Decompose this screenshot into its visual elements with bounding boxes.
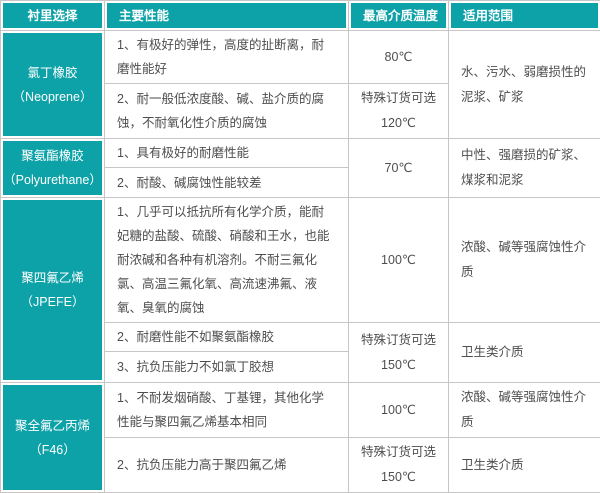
application-cell: 卫生类介质 (449, 438, 600, 493)
header-row: 衬里选择 主要性能 最高介质温度 适用范围 (1, 1, 600, 31)
temperature-cell: 100℃ (349, 198, 449, 323)
header-max-temperature: 最高介质温度 (349, 1, 449, 31)
header-lining: 衬里选择 (1, 1, 105, 31)
temperature-cell: 特殊订货可选 150℃ (349, 323, 449, 383)
header-performance-label: 主要性能 (119, 4, 169, 28)
table-row: 氯丁橡胶 （Neoprene） 1、有极好的弹性，高度的扯断离，耐磨性能好 80… (1, 31, 600, 84)
performance-cell: 1、具有极好的耐磨性能 (105, 139, 349, 168)
performance-cell: 2、耐一般低浓度酸、碱、盐介质的腐蚀，不耐氧化性介质的腐蚀 (105, 84, 349, 139)
performance-cell: 2、耐酸、碱腐蚀性能较差 (105, 168, 349, 198)
lining-cell-ptfe: 聚四氟乙烯 （JPEFE） (1, 198, 105, 383)
temperature-cell: 特殊订货可选 120℃ (349, 84, 449, 139)
lining-name: 氯丁橡胶 （Neoprene） (13, 61, 93, 109)
lining-name: 聚四氟乙烯 （JPEFE） (21, 266, 85, 314)
lining-name: 聚氨酯橡胶 （Polyurethane） (3, 144, 102, 192)
performance-cell: 1、几乎可以抵抗所有化学介质，能耐妃糖的盐酸、硫酸、硝酸和王水，也能耐浓碱和各种… (105, 198, 349, 323)
application-cell: 中性、强磨损的矿浆、煤浆和泥浆 (449, 139, 600, 198)
application-cell: 浓酸、碱等强腐蚀性介质 (449, 383, 600, 438)
table-row: 聚氨酯橡胶 （Polyurethane） 1、具有极好的耐磨性能 70℃ 中性、… (1, 139, 600, 168)
lining-cell-polyurethane: 聚氨酯橡胶 （Polyurethane） (1, 139, 105, 198)
temperature-cell: 80℃ (349, 31, 449, 84)
application-cell: 浓酸、碱等强腐蚀性介质 (449, 198, 600, 323)
header-application: 适用范围 (449, 1, 600, 31)
temperature-cell: 特殊订货可选 150℃ (349, 438, 449, 493)
performance-cell: 1、不耐发烟硝酸、丁基锂，其他化学性能与聚四氟乙烯基本相同 (105, 383, 349, 438)
application-cell: 水、污水、弱磨损性的泥浆、矿浆 (449, 31, 600, 139)
performance-cell: 3、抗负压能力不如氯丁胶想 (105, 352, 349, 383)
application-cell: 卫生类介质 (449, 323, 600, 383)
lining-cell-neoprene: 氯丁橡胶 （Neoprene） (1, 31, 105, 139)
header-max-temperature-label: 最高介质温度 (363, 4, 438, 28)
table-row: 聚全氟乙丙烯 （F46） 1、不耐发烟硝酸、丁基锂，其他化学性能与聚四氟乙烯基本… (1, 383, 600, 438)
temperature-cell: 100℃ (349, 383, 449, 438)
performance-cell: 1、有极好的弹性，高度的扯断离，耐磨性能好 (105, 31, 349, 84)
performance-cell: 2、耐磨性能不如聚氨酯橡胶 (105, 323, 349, 352)
header-lining-label: 衬里选择 (27, 4, 77, 28)
header-application-label: 适用范围 (463, 4, 513, 28)
performance-cell: 2、抗负压能力高于聚四氟乙烯 (105, 438, 349, 493)
header-performance: 主要性能 (105, 1, 349, 31)
temperature-cell: 70℃ (349, 139, 449, 198)
lining-name: 聚全氟乙丙烯 （F46） (15, 414, 90, 462)
lining-cell-f46: 聚全氟乙丙烯 （F46） (1, 383, 105, 493)
table-row: 聚四氟乙烯 （JPEFE） 1、几乎可以抵抗所有化学介质，能耐妃糖的盐酸、硫酸、… (1, 198, 600, 323)
